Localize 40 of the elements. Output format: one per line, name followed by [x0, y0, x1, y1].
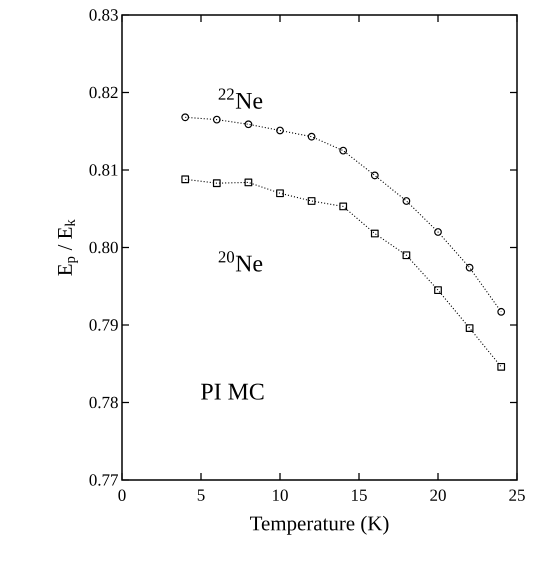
y-tick-label: 0.81 — [89, 164, 118, 176]
y-axis-title: E$_{p}$ / E$_{k}$ — [58, 219, 78, 276]
x-tick-label: 15 — [352, 490, 367, 501]
y-tick-label: 0.77 — [89, 474, 118, 486]
y-tick-label: 0.82 — [89, 86, 118, 98]
point — [466, 324, 474, 332]
annotation: PI MC — [201, 384, 264, 400]
annotation: $^{22}$Ne — [218, 88, 262, 109]
point — [497, 308, 506, 316]
point — [434, 228, 442, 236]
point — [370, 230, 379, 238]
x-tick-label: 20 — [430, 490, 446, 501]
point — [308, 132, 316, 141]
point — [402, 251, 410, 260]
y-tick-label: 0.79 — [89, 319, 118, 331]
point — [181, 175, 190, 184]
point — [276, 126, 284, 134]
x-tick-label: 0 — [118, 490, 126, 501]
point — [434, 286, 442, 294]
x-tick-label: 25 — [509, 490, 525, 501]
point — [181, 113, 190, 122]
x-tick-label: 10 — [273, 490, 288, 501]
y-tick-label: 0.80 — [89, 242, 118, 254]
point — [402, 197, 410, 205]
point — [466, 264, 474, 272]
point — [339, 202, 348, 210]
point — [308, 197, 316, 205]
x-axis-title: Temperature (K) — [250, 516, 388, 535]
point — [212, 116, 221, 124]
point — [276, 189, 284, 198]
y-tick-label: 0.78 — [89, 396, 118, 408]
point — [244, 120, 252, 128]
y-tick-label: 0.83 — [89, 9, 118, 21]
x-tick-label: 5 — [198, 490, 205, 501]
point — [339, 146, 348, 155]
point — [497, 362, 506, 371]
point — [370, 172, 379, 180]
point — [244, 178, 252, 186]
annotation: $^{20}$Ne — [218, 251, 262, 272]
point — [212, 179, 221, 188]
